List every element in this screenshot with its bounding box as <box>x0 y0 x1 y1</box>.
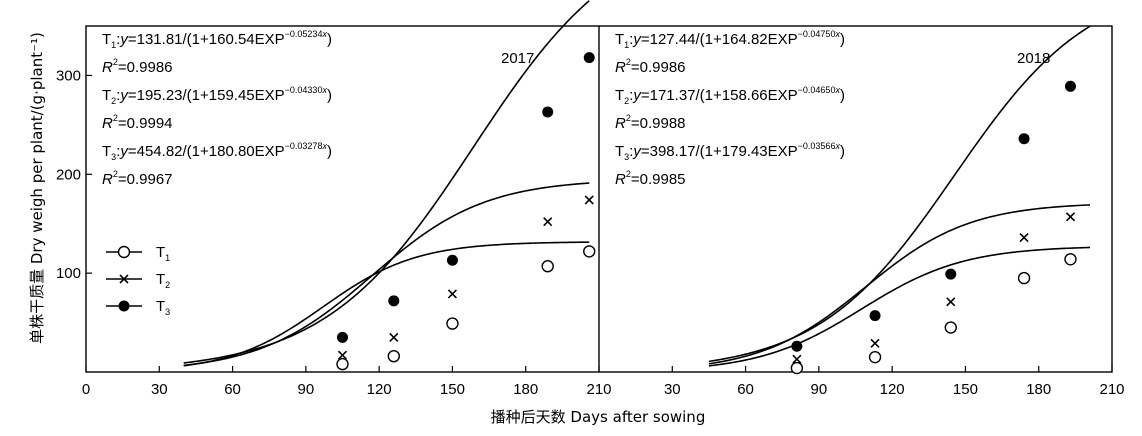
data-point <box>542 106 554 118</box>
fit-curve <box>708 25 1091 363</box>
data-point <box>389 332 399 342</box>
x-tick-label: 60 <box>224 381 241 398</box>
x-axis-title: 播种后天数 Days after sowing <box>491 408 706 426</box>
data-point <box>1017 271 1031 285</box>
legend-marker <box>118 300 130 312</box>
x-tick-label: 90 <box>298 381 315 398</box>
series-T1 <box>708 246 1091 375</box>
panel-2017: 0 30 60 90 120 150 180 210 2017 T1:y=131.81/(1+16… <box>82 0 612 398</box>
data-point <box>1019 232 1029 243</box>
data-point <box>792 354 802 364</box>
x-tick-label: 120 <box>367 381 392 398</box>
fit-curve <box>183 0 590 364</box>
r-squared: R2=0.9986 <box>615 57 686 76</box>
equation: T2:y=195.23/(1+159.45EXP−0.04330x) <box>102 85 332 106</box>
data-point <box>869 310 881 322</box>
data-point <box>337 331 348 343</box>
data-point <box>541 260 554 273</box>
series-T2 <box>183 182 594 367</box>
fit-curve <box>708 204 1091 365</box>
x-tick-label: 60 <box>737 381 754 398</box>
panel-2018: 30 60 90 120 150 180 210 2018 T1:y=127.44/(1+164… <box>615 25 1125 398</box>
legend-marker <box>119 274 129 284</box>
data-point <box>543 217 553 227</box>
legend-item: T2 <box>106 271 170 290</box>
series-T2 <box>708 204 1091 365</box>
y-tick-label: 100 <box>56 265 81 282</box>
x-tick-label: 180 <box>513 381 538 398</box>
x-tick-label: 180 <box>1026 381 1051 398</box>
fit-curve <box>708 246 1091 367</box>
r-squared: R2=0.9994 <box>102 113 173 132</box>
x-tick-label: 90 <box>811 381 828 398</box>
x-tick-label: 30 <box>664 381 681 398</box>
data-point <box>447 289 457 299</box>
data-point <box>868 350 882 364</box>
x-tick-label: 150 <box>953 381 978 398</box>
data-point <box>387 349 400 363</box>
legend-label: T2 <box>156 271 170 290</box>
legend-label: T3 <box>156 298 170 317</box>
data-point <box>1018 133 1030 145</box>
data-point <box>446 254 458 266</box>
equation: T3:y=454.82/(1+180.80EXP−0.03278x) <box>102 141 332 162</box>
data-point <box>336 357 349 371</box>
y-axis-title: 单株干质量 Dry weigh per plant/(g·plant⁻¹) <box>28 32 46 344</box>
r-squared: R2=0.9985 <box>615 169 686 188</box>
data-point <box>388 295 400 307</box>
legend-item: T3 <box>106 298 170 317</box>
data-point <box>945 268 957 280</box>
x-tick-label: 120 <box>880 381 905 398</box>
data-point <box>944 321 957 334</box>
y-tick-label: 300 <box>56 67 81 84</box>
y-tick-label: 200 <box>56 166 81 183</box>
equation: T3:y=398.17/(1+179.43EXP−0.03566x) <box>615 141 845 162</box>
data-point <box>1065 212 1076 222</box>
data-point <box>791 340 803 352</box>
r-squared: R2=0.9986 <box>102 57 173 76</box>
fit-curve <box>183 241 590 367</box>
equation: T1:y=131.81/(1+160.54EXP−0.05234x) <box>102 29 332 50</box>
equation: T1:y=127.44/(1+164.82EXP−0.04750x) <box>615 29 845 50</box>
r-squared: R2=0.9967 <box>102 169 173 188</box>
data-point <box>446 317 459 330</box>
x-tick-label: 0 <box>82 381 90 398</box>
x-tick-label: 30 <box>151 381 168 398</box>
year-label: 2018 <box>1017 50 1050 67</box>
chart-frame: 100 200 300 <box>56 25 1113 373</box>
equations: T1:y=127.44/(1+164.82EXP−0.04750x) R2=0.9… <box>615 29 845 188</box>
legend: T1 T2 T3 <box>106 244 170 317</box>
data-point <box>583 245 596 258</box>
data-point <box>1064 253 1077 266</box>
legend-label: T1 <box>156 244 170 263</box>
data-point <box>1064 80 1076 92</box>
r-squared: R2=0.9988 <box>615 113 686 132</box>
series-T3 <box>708 25 1091 363</box>
data-point <box>584 195 594 205</box>
series-T1 <box>183 241 596 371</box>
data-point <box>337 350 348 360</box>
legend-item: T1 <box>106 244 170 263</box>
series-T3 <box>183 0 595 364</box>
chart-panels: 0 30 60 90 120 150 180 210 2017 T1:y=131.81/(1+16… <box>82 0 1125 398</box>
year-label: 2017 <box>501 50 534 67</box>
x-tick-label: 210 <box>1099 381 1124 398</box>
data-point <box>870 338 880 348</box>
legend-marker <box>117 245 131 259</box>
equations: T1:y=131.81/(1+160.54EXP−0.05234x) R2=0.9… <box>102 29 332 188</box>
data-point <box>583 52 595 64</box>
equation: T2:y=171.37/(1+158.66EXP−0.04650x) <box>615 85 845 106</box>
x-tick-label: 210 <box>586 381 611 398</box>
fit-curve <box>183 182 590 367</box>
data-point <box>790 361 804 375</box>
x-tick-label: 150 <box>440 381 465 398</box>
data-point <box>946 297 956 307</box>
